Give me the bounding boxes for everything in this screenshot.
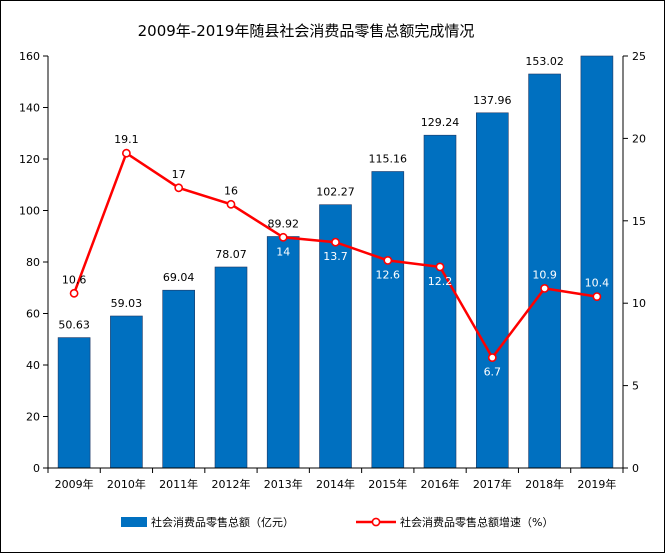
line-point-2018年 — [540, 283, 549, 293]
y-right-tick-label: 0 — [632, 462, 639, 475]
line-value-label: 12.2 — [428, 275, 453, 288]
line-point-2013年 — [278, 232, 288, 242]
line-point-2016年 — [435, 262, 445, 272]
line-value-label: 13.7 — [323, 250, 348, 263]
line-point-2012年 — [226, 199, 236, 209]
x-tick-label: 2010年 — [107, 477, 146, 491]
y-right-tick-label: 15 — [632, 215, 646, 228]
bar-2017年 — [475, 112, 509, 469]
legend-bar-label: 社会消费品零售总额（亿元） — [151, 515, 294, 529]
x-tick-label: 2018年 — [525, 477, 564, 491]
line-point-2014年 — [331, 237, 340, 247]
legend-line-label: 社会消费品零售总额增速（%） — [400, 515, 553, 529]
x-tick-label: 2017年 — [473, 477, 512, 491]
bar-value-label: 50.63 — [58, 319, 90, 332]
bar-2011年 — [162, 289, 195, 469]
bar-value-label: 129.24 — [421, 116, 460, 129]
x-tick-label: 2012年 — [211, 477, 250, 491]
line-value-label: 10.6 — [62, 273, 87, 286]
axes-layer: 0 20 40 60 80 100 120 140 160 0 5 10 15 20 25 2009年 2010… — [19, 50, 646, 491]
chart-title: 2009年-2019年随县社会消费品零售总额完成情况 — [138, 22, 475, 40]
legend-bar-swatch — [121, 517, 147, 527]
y-left-tick-label: 80 — [26, 256, 40, 269]
bar-value-label: 69.04 — [163, 271, 195, 284]
y-left-tick-label: 120 — [19, 153, 40, 166]
bar-2019年 — [580, 55, 614, 469]
bar-2013年 — [266, 236, 300, 469]
line-value-label: 10.9 — [532, 268, 557, 281]
line-value-label: 17 — [172, 168, 186, 181]
bar-value-label: 153.02 — [525, 55, 564, 68]
x-tick-label: 2013年 — [264, 477, 303, 491]
line-value-label: 19.1 — [114, 133, 139, 146]
data-labels-layer: 50.63 59.03 69.04 78.07 89.92 102.27 115.16 129… — [58, 55, 609, 379]
y-left-tick-label: 20 — [26, 411, 40, 424]
x-tick-label: 2015年 — [368, 477, 407, 491]
line-point-2011年 — [174, 183, 184, 193]
bar-2018年 — [528, 73, 561, 469]
y-right-tick-label: 25 — [632, 50, 646, 63]
line-layer — [69, 148, 602, 362]
line-value-label: 14 — [276, 245, 290, 258]
line-point-2019年 — [592, 292, 602, 301]
bar-value-label: 59.03 — [111, 297, 143, 310]
line-point-2009年 — [69, 288, 79, 298]
y-right-tick-label: 10 — [632, 297, 646, 310]
line-point-2010年 — [122, 148, 131, 158]
legend-line-marker — [371, 517, 381, 527]
bar-2012年 — [214, 266, 248, 469]
y-left-tick-label: 100 — [19, 205, 40, 218]
y-left-tick-label: 140 — [19, 102, 40, 115]
bar-2010年 — [110, 315, 143, 469]
x-tick-label: 2016年 — [421, 477, 460, 491]
line-point-2015年 — [383, 255, 393, 265]
bar-value-label: 115.16 — [369, 152, 408, 165]
bar-value-label: 102.27 — [316, 186, 355, 199]
bars-layer — [57, 55, 614, 469]
y-right-tick-label: 20 — [632, 132, 646, 145]
line-value-label: 10.4 — [585, 277, 610, 290]
x-tick-label: 2019年 — [577, 477, 616, 491]
bar-value-label: 78.07 — [215, 248, 247, 261]
x-tick-label: 2011年 — [159, 477, 198, 491]
bar-2016年 — [423, 134, 457, 469]
bar-2014年 — [319, 204, 352, 469]
y-left-tick-label: 40 — [26, 359, 40, 372]
y-left-tick-label: 0 — [33, 462, 40, 475]
x-tick-label: 2009年 — [55, 477, 94, 491]
bar-2009年 — [57, 337, 91, 469]
bar-value-label: 137.96 — [473, 94, 512, 107]
y-right-tick-label: 5 — [632, 380, 639, 393]
line-value-label: 12.6 — [376, 268, 401, 281]
bar-value-label: 89.92 — [267, 217, 299, 230]
y-left-tick-label: 160 — [19, 50, 40, 63]
legend: 社会消费品零售总额（亿元） 社会消费品零售总额增速（%） — [121, 515, 553, 529]
line-value-label: 6.7 — [484, 366, 502, 379]
line-point-2017年 — [487, 353, 497, 362]
y-left-tick-label: 60 — [26, 308, 40, 321]
line-value-label: 16 — [224, 184, 238, 197]
bar-2015年 — [371, 171, 405, 469]
x-tick-label: 2014年 — [316, 477, 355, 491]
